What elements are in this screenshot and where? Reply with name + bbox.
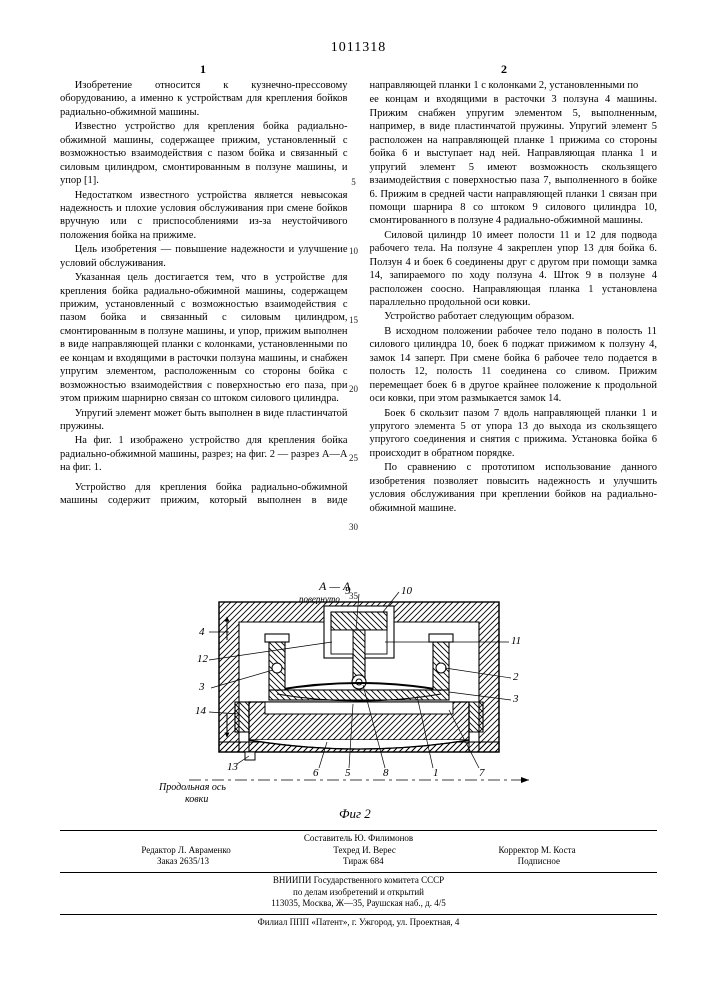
die <box>249 702 469 752</box>
forging-axis <box>189 777 529 783</box>
paragraph: Цель изобретения — повышение надежности … <box>60 243 348 270</box>
label-2: 2 <box>513 671 519 683</box>
label-6: 6 <box>313 767 319 779</box>
figure-2: 9 10 4 12 14 3 13 <box>149 582 569 826</box>
col-num-right: 2 <box>501 62 507 77</box>
order: Заказ 2635/13 <box>157 856 209 868</box>
corrector: Корректор М. Коста <box>498 845 575 857</box>
col-num-left: 1 <box>200 62 206 77</box>
label-5: 5 <box>345 767 351 779</box>
lineno: 20 <box>344 385 364 394</box>
figure-caption: Фиг 2 <box>339 806 371 821</box>
paragraph: По сравнению с прототипом использование … <box>370 461 658 515</box>
paragraph: Боек 6 скользит пазом 7 вдоль направляющ… <box>370 407 658 461</box>
org2: по делам изобретений и открытий <box>60 887 657 899</box>
compiler: Составитель Ю. Филимонов <box>60 833 657 845</box>
lineno: 25 <box>344 454 364 463</box>
paragraph: Силовой цилиндр 10 имеет полости 11 и 12… <box>370 229 658 310</box>
paragraph: ее концам и входящими в расточки 3 ползу… <box>370 93 658 227</box>
paragraph: Недостатком известного устройства являет… <box>60 189 348 243</box>
axis-label-2: ковки <box>185 794 208 805</box>
tirazh: Тираж 684 <box>343 856 384 868</box>
axis-label-1: Продольная ось <box>158 782 226 793</box>
label-4: 4 <box>199 626 205 638</box>
label-13: 13 <box>227 761 239 773</box>
addr2: Филиал ППП «Патент», г. Ужгород, ул. Про… <box>60 917 657 929</box>
label-8: 8 <box>383 767 389 779</box>
section-label: А — А <box>318 582 351 593</box>
label-3r: 3 <box>512 693 519 705</box>
label-11: 11 <box>511 635 521 647</box>
label-14: 14 <box>195 705 207 717</box>
editor: Редактор Л. Авраменко <box>141 845 230 857</box>
separator <box>60 914 657 915</box>
paragraph: Указанная цель достигается тем, что в ус… <box>60 271 348 405</box>
figure-svg: 9 10 4 12 14 3 13 <box>149 582 569 826</box>
lineno: 15 <box>344 316 364 325</box>
org1: ВНИИПИ Государственного комитета СССР <box>60 875 657 887</box>
separator <box>60 830 657 831</box>
paragraph: Упругий элемент может быть выполнен в ви… <box>60 407 348 434</box>
paragraph: Известно устройство для крепления бойка … <box>60 120 348 187</box>
paragraph: На фиг. 1 изображено устройство для креп… <box>60 434 348 474</box>
lineno: 5 <box>344 178 364 187</box>
techred: Техред И. Верес <box>333 845 395 857</box>
page: 1011318 1 2 5 10 15 20 25 30 35 Изобрете… <box>0 0 707 1000</box>
label-3: 3 <box>198 681 205 693</box>
label-7: 7 <box>479 767 485 779</box>
colophon: Составитель Ю. Филимонов Редактор Л. Авр… <box>60 833 657 929</box>
paragraph: Устройство работает следующим образом. <box>370 310 658 323</box>
line-numbers: 5 10 15 20 25 30 35 <box>344 70 364 661</box>
label-12: 12 <box>197 653 209 665</box>
paragraph: Изобретение относится к кузнечно-прессов… <box>60 79 348 119</box>
section-note: повернуто <box>299 594 340 604</box>
lineno: 10 <box>344 247 364 256</box>
podpisnoe: Подписное <box>518 856 560 868</box>
document-number: 1011318 <box>60 40 657 56</box>
separator <box>60 872 657 873</box>
label-10: 10 <box>401 585 413 597</box>
paragraph: В исходном положении рабочее тело подано… <box>370 325 658 406</box>
label-1: 1 <box>433 767 439 779</box>
addr1: 113035, Москва, Ж—35, Раушская наб., д. … <box>60 898 657 910</box>
lineno: 30 <box>344 523 364 532</box>
